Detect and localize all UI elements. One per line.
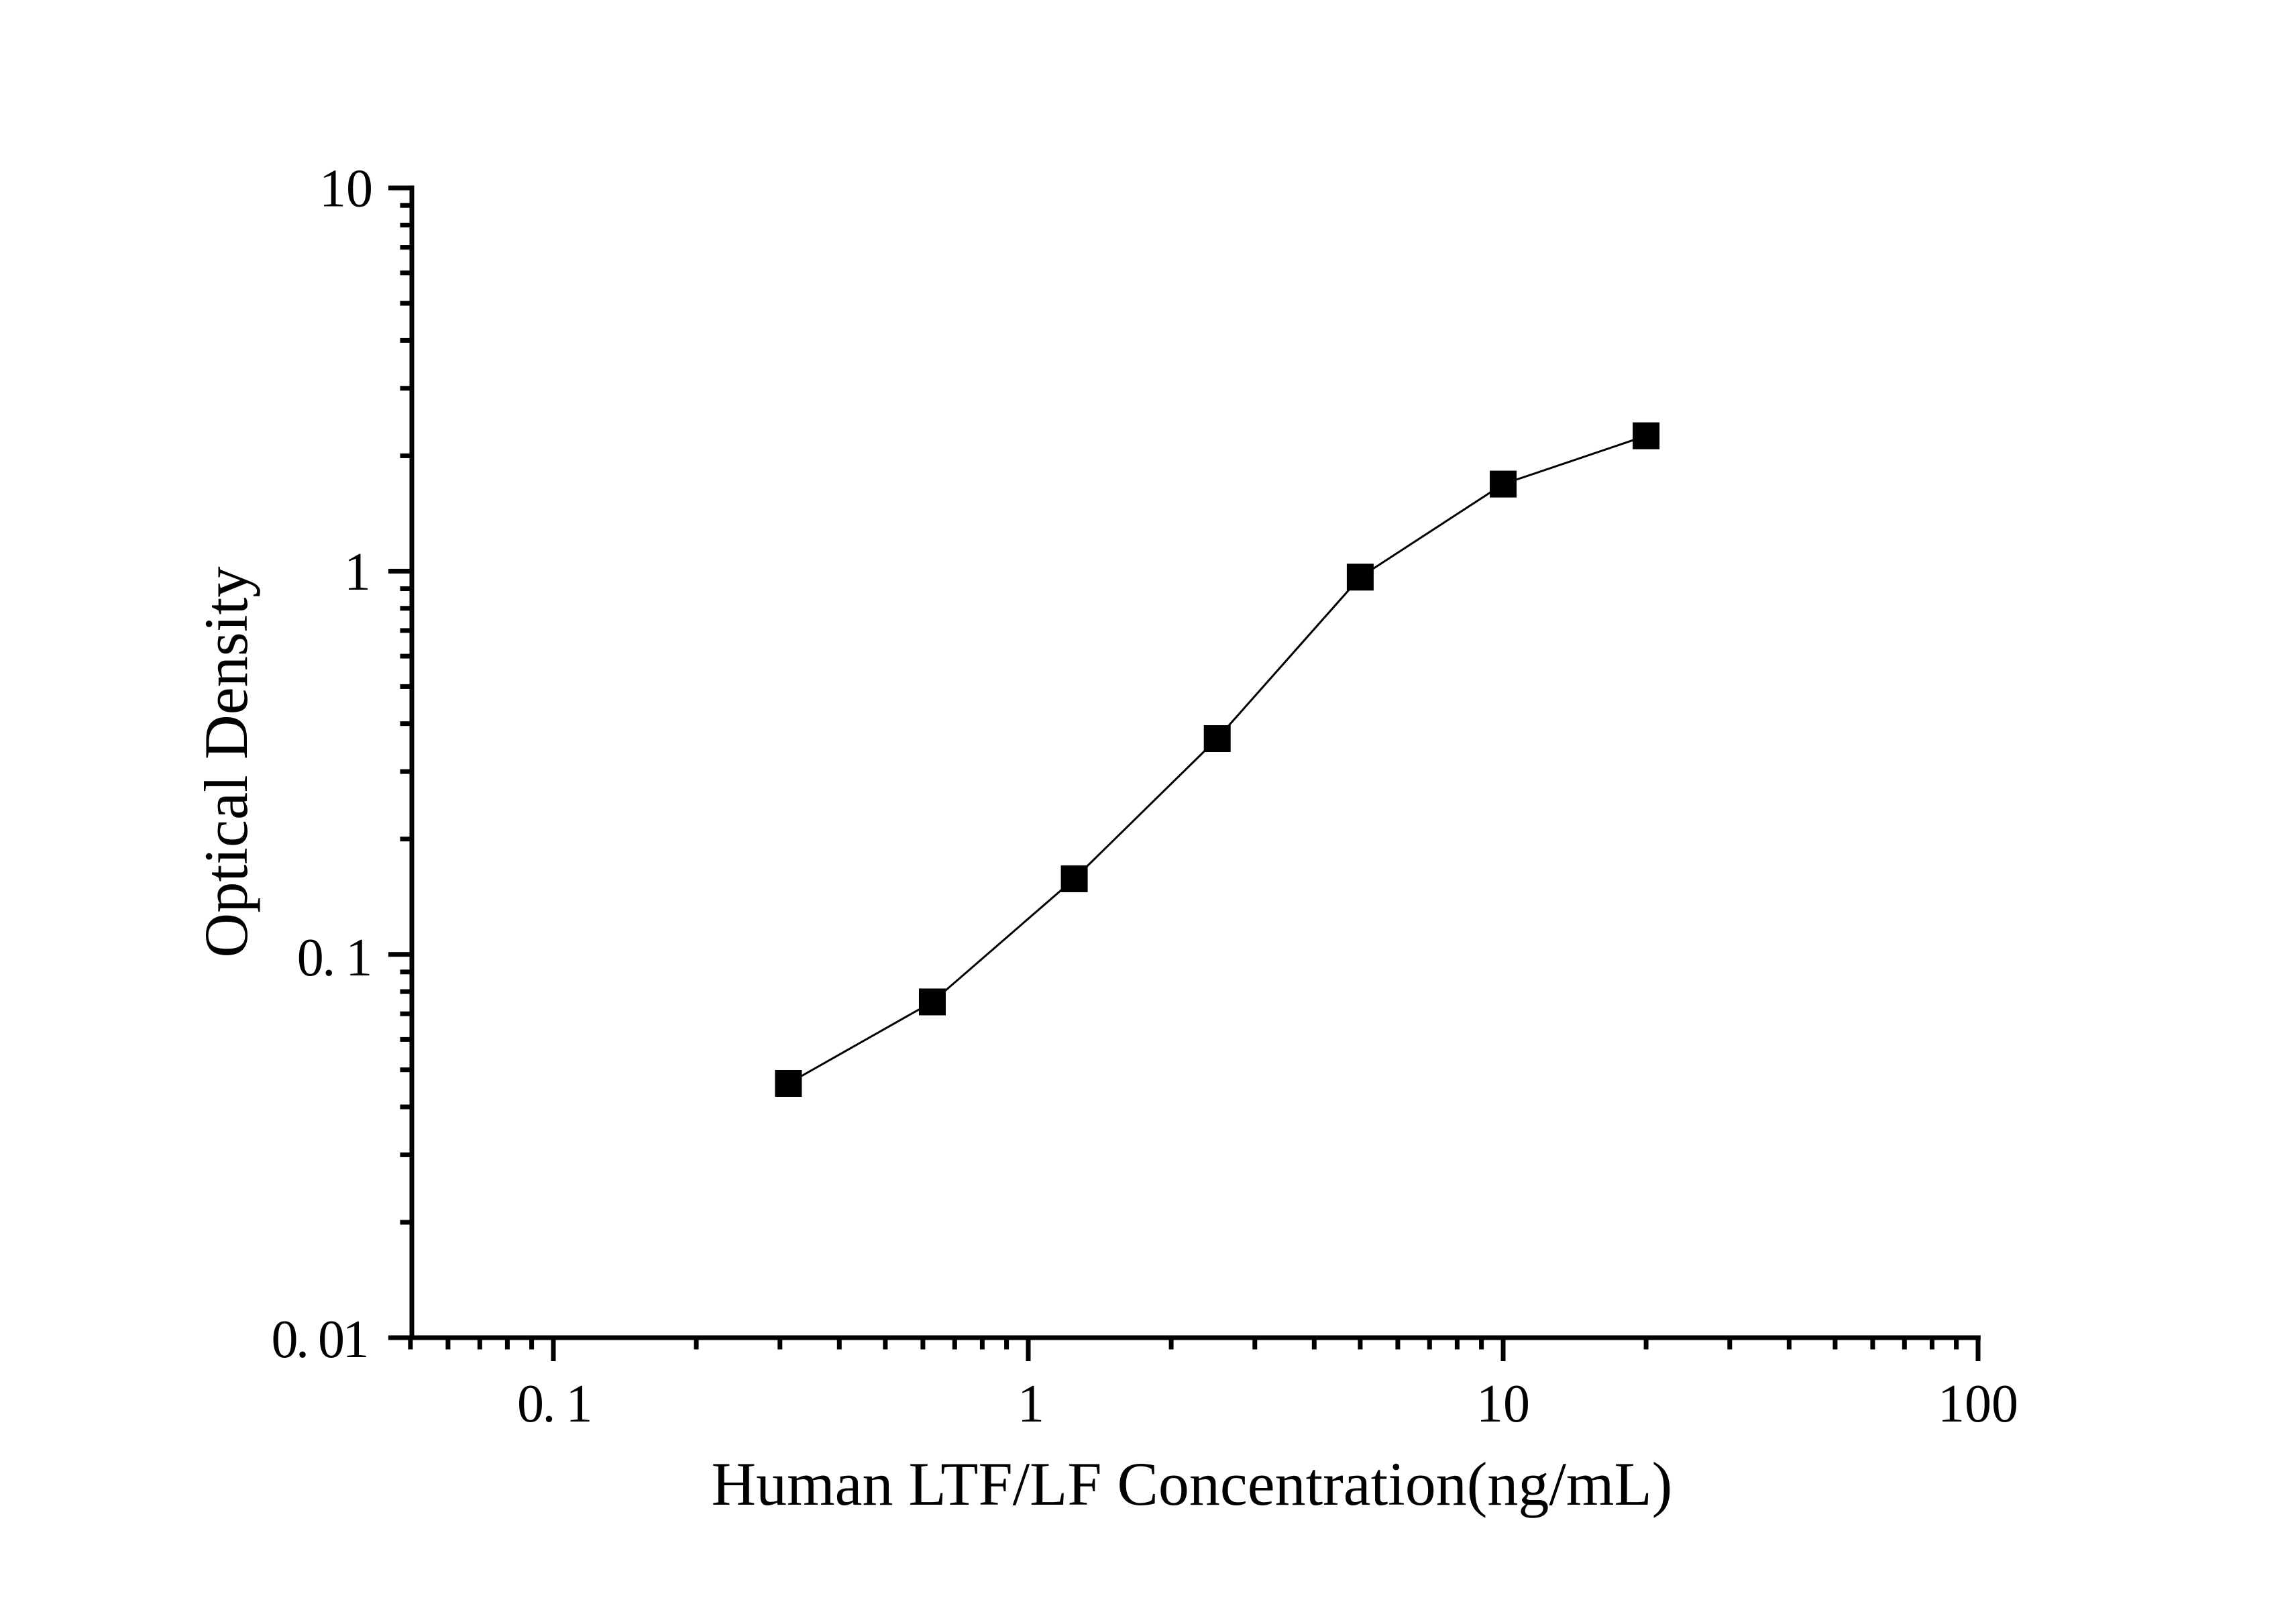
svg-text:100: 100 [1938, 1375, 2018, 1434]
svg-text:10: 10 [1476, 1375, 1530, 1434]
svg-text:0. 1: 0. 1 [517, 1375, 591, 1434]
svg-text:0. 1: 0. 1 [297, 928, 371, 987]
svg-text:1: 1 [344, 543, 371, 602]
svg-text:10: 10 [319, 160, 373, 219]
svg-text:1: 1 [1018, 1375, 1044, 1434]
svg-text:Human LTF/LF Concentration(ng/: Human LTF/LF Concentration(ng/mL) [712, 1450, 1673, 1518]
svg-text:0. 01: 0. 01 [272, 1310, 368, 1369]
svg-text:Optical Density: Optical Density [193, 566, 261, 957]
